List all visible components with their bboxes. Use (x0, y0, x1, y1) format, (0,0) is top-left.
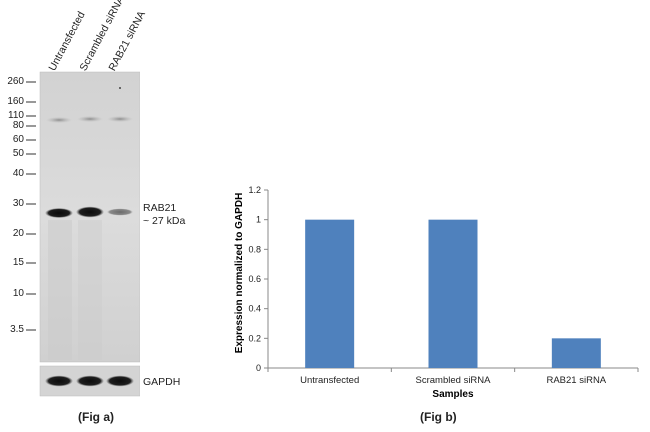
band-label-gapdh: GAPDH (143, 376, 181, 388)
bar-chart: 0 0.2 0.4 0.6 0.8 1 1.2 Untransfected Scrambled… (234, 185, 639, 400)
y-tick-label: 0.2 (248, 333, 261, 343)
bar (305, 219, 355, 368)
bar (551, 338, 601, 368)
mw-marker-40: 40 (12, 168, 24, 179)
band-label-rab21: RAB21 (143, 202, 177, 214)
mw-marker-20: 20 (12, 228, 24, 239)
y-tick-label: 1 (256, 215, 261, 225)
y-tick-label: 1.2 (248, 185, 261, 195)
y-tick-label: 0 (256, 363, 261, 373)
bars (305, 219, 601, 368)
x-axis: Untransfected Scrambled siRNA RAB21 siRNA (267, 367, 639, 386)
y-tick-label: 0.8 (248, 244, 261, 254)
mw-marker-10: 10 (12, 288, 24, 299)
y-axis-label: Expression normalized to GAPDH (234, 193, 245, 354)
x-tick-label: RAB21 siRNA (546, 375, 606, 386)
mw-tick-marks (26, 81, 36, 331)
x-tick-label: Untransfected (300, 375, 359, 386)
bar (428, 219, 478, 368)
fig-b-caption: (Fig b) (420, 410, 457, 424)
mw-marker-50: 50 (12, 148, 24, 159)
mw-marker-60: 60 (12, 134, 24, 145)
band-label-size: ~ 27 kDa (143, 215, 186, 227)
mw-marker-3-5: 3.5 (10, 324, 24, 335)
x-tick-label: Scrambled siRNA (416, 375, 492, 386)
blot-membrane (26, 71, 140, 397)
mw-marker-110: 110 (8, 110, 24, 121)
mw-marker-15: 15 (12, 257, 24, 268)
mw-marker-80: 80 (12, 120, 24, 131)
x-axis-label: Samples (432, 389, 474, 400)
y-tick-label: 0.4 (248, 304, 261, 314)
mw-marker-30: 30 (12, 198, 24, 209)
mw-marker-260: 260 (7, 76, 24, 87)
y-tick-label: 0.6 (248, 274, 261, 284)
mw-marker-160: 160 (7, 96, 24, 107)
fig-a-caption: (Fig a) (78, 410, 114, 424)
y-axis: 0 0.2 0.4 0.6 0.8 1 1.2 (248, 185, 269, 373)
